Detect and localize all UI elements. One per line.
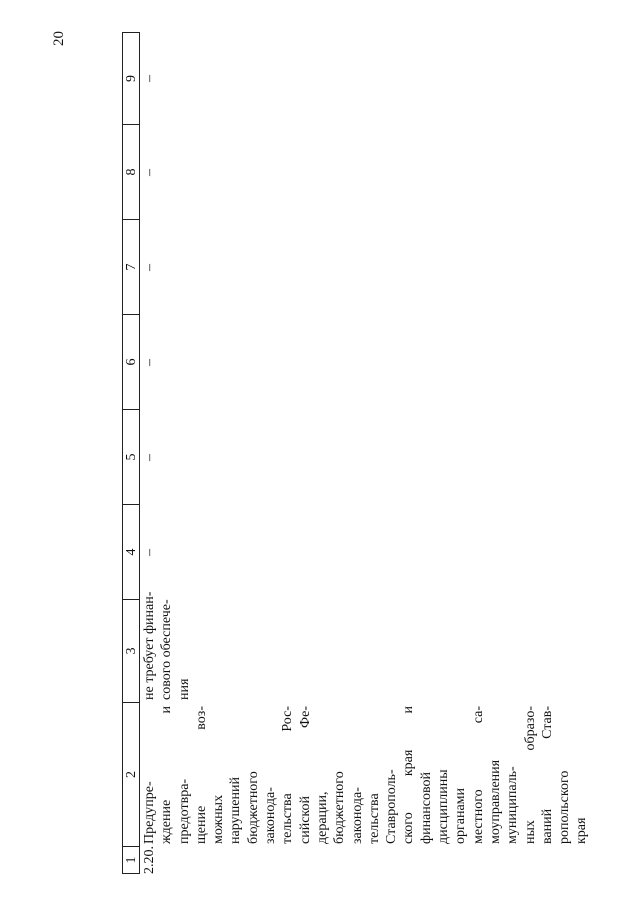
text-line: ния xyxy=(176,678,192,700)
text-cell: Предупре-ждение и предотвра-щение воз-мож… xyxy=(140,703,591,847)
header-cell: 2 xyxy=(122,703,140,847)
text-line: щение воз- xyxy=(193,706,209,844)
header-cell: 3 xyxy=(122,600,140,703)
text-line: края xyxy=(574,817,590,844)
text-line: Предупре- xyxy=(142,781,157,844)
text-line: органами xyxy=(453,787,469,844)
row-number: 2.20. xyxy=(142,846,157,874)
header-cell: 6 xyxy=(122,315,140,410)
header-cell: 5 xyxy=(122,410,140,505)
header-cell: 1 xyxy=(122,847,140,874)
header-cell: 9 xyxy=(122,32,140,125)
text-line: ваний Став- xyxy=(539,706,555,844)
text-line: тельства Рос- xyxy=(280,706,296,844)
text-line: не требует финан- xyxy=(142,591,157,700)
value-cell: – xyxy=(142,75,157,82)
value-cell: – xyxy=(142,549,157,556)
text-line: дерации, xyxy=(314,791,330,844)
text-line: нарушений xyxy=(228,777,244,844)
text-line: ждение и xyxy=(159,706,175,844)
data-row: 2.20. Предупре-ждение и предотвра-щение во… xyxy=(140,32,591,874)
value-cell: – xyxy=(142,169,157,176)
text-line: бюджетного xyxy=(245,771,261,844)
text-line: бюджетного xyxy=(332,771,348,844)
text-line: ского края и xyxy=(401,706,417,844)
text-line: ных образо- xyxy=(522,706,538,844)
text-line: финансовой xyxy=(418,772,434,844)
text-line: сового обеспече- xyxy=(159,599,175,700)
text-line: тельства xyxy=(366,793,382,844)
text-line: Ставрополь- xyxy=(384,769,400,844)
header-cell: 8 xyxy=(122,125,140,220)
value-cell: – xyxy=(142,359,157,366)
value-cell: – xyxy=(142,454,157,461)
text-line: дисциплины xyxy=(436,769,452,844)
text-line: можных xyxy=(211,794,227,844)
header-cell: 7 xyxy=(122,220,140,315)
header-cell: 4 xyxy=(122,505,140,600)
text-line: сийской Фе- xyxy=(297,706,313,844)
text-line: муниципаль- xyxy=(505,766,521,844)
text-line: законода- xyxy=(263,787,279,844)
text-line: ропольского xyxy=(557,770,573,844)
value-cell: – xyxy=(142,264,157,271)
text-line: предотвра- xyxy=(176,778,192,844)
text-line: моуправления xyxy=(487,759,503,844)
text-cell: не требует финан-сового обеспече-ния xyxy=(140,591,591,703)
page-number: 20 xyxy=(51,31,67,46)
text-line: местного са- xyxy=(470,706,486,844)
text-line: законода- xyxy=(349,787,365,844)
